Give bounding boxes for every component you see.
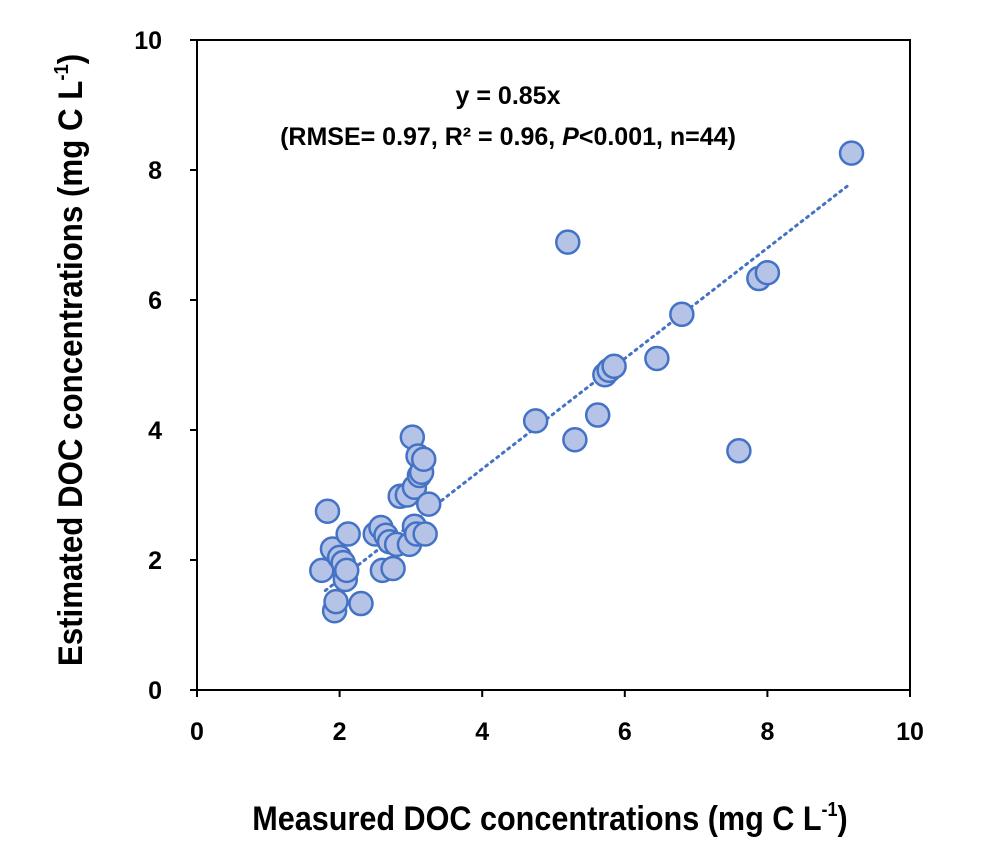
data-point — [838, 140, 865, 166]
stats-suffix: <0.001, n=44) — [579, 123, 736, 151]
y-tick-label: 4 — [148, 417, 162, 445]
data-point — [410, 446, 437, 472]
data-point — [754, 259, 781, 286]
data-point — [644, 345, 670, 372]
data-point — [415, 491, 442, 517]
data-point — [314, 498, 341, 524]
y-tick-label: 0 — [148, 677, 162, 705]
trendline — [323, 182, 851, 593]
stats-p-italic: P — [562, 123, 579, 151]
y-axis-title-main: Estimated DOC concentrations (mg C L — [51, 81, 90, 666]
data-point — [335, 521, 361, 547]
stats-prefix: (RMSE= 0.97, R² = 0.96, — [280, 123, 562, 151]
data-point — [555, 229, 581, 255]
x-axis-ticks: 0 2 4 6 8 10 — [190, 690, 924, 746]
y-tick-label: 8 — [148, 157, 162, 185]
x-tick-label: 2 — [333, 718, 347, 746]
data-point — [562, 427, 588, 453]
equation-annotation: y = 0.85x — [456, 82, 561, 110]
data-point — [522, 408, 549, 434]
data-point — [323, 588, 349, 615]
data-points — [309, 140, 865, 624]
data-point — [412, 521, 438, 547]
x-tick-label: 6 — [618, 718, 632, 746]
x-tick-label: 10 — [896, 718, 924, 746]
y-axis-title-close: ) — [51, 54, 90, 64]
y-axis-ticks: 0 2 4 6 8 10 — [134, 27, 197, 705]
x-axis-title: Measured DOC concentrations (mg C L-1) — [252, 799, 847, 837]
x-tick-label: 4 — [475, 718, 489, 746]
y-tick-label: 2 — [148, 547, 162, 575]
x-tick-label: 8 — [760, 718, 774, 746]
x-axis-title-main: Measured DOC concentrations (mg C L — [252, 800, 821, 838]
x-tick-label: 0 — [190, 718, 204, 746]
y-axis-title-sup: -1 — [51, 64, 73, 81]
data-point — [348, 590, 374, 617]
y-tick-label: 10 — [134, 27, 162, 55]
data-point — [601, 353, 627, 380]
x-axis-title-sup: -1 — [822, 799, 838, 821]
data-point — [333, 557, 360, 584]
data-point — [380, 555, 406, 582]
data-point — [669, 301, 695, 328]
y-axis-title: Estimated DOC concentrations (mg C L-1) — [51, 54, 90, 666]
x-axis-title-close: ) — [838, 800, 848, 838]
y-tick-label: 6 — [148, 287, 162, 315]
stats-annotation: (RMSE= 0.97, R² = 0.96, P<0.001, n=44) — [280, 123, 736, 151]
data-point — [726, 438, 752, 464]
data-point — [584, 402, 611, 428]
